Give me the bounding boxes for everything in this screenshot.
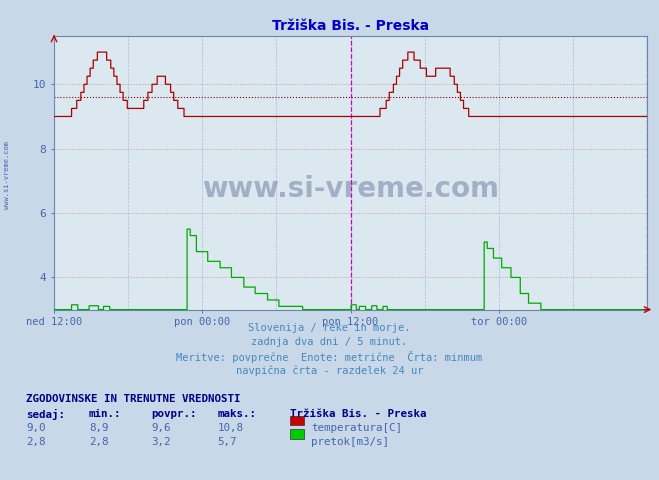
Text: sedaj:: sedaj: <box>26 409 65 420</box>
Text: 2,8: 2,8 <box>26 437 46 447</box>
Text: www.si-vreme.com: www.si-vreme.com <box>4 141 10 209</box>
Text: Tržiška Bis. - Preska: Tržiška Bis. - Preska <box>290 409 426 419</box>
Text: 2,8: 2,8 <box>89 437 109 447</box>
Text: navpična črta - razdelek 24 ur: navpična črta - razdelek 24 ur <box>236 366 423 376</box>
Text: 9,6: 9,6 <box>152 423 171 433</box>
Text: zadnja dva dni / 5 minut.: zadnja dva dni / 5 minut. <box>251 337 408 347</box>
Text: ZGODOVINSKE IN TRENUTNE VREDNOSTI: ZGODOVINSKE IN TRENUTNE VREDNOSTI <box>26 394 241 404</box>
Text: Slovenija / reke in morje.: Slovenija / reke in morje. <box>248 323 411 333</box>
Text: povpr.:: povpr.: <box>152 409 197 419</box>
Text: 3,2: 3,2 <box>152 437 171 447</box>
Text: 8,9: 8,9 <box>89 423 109 433</box>
Text: 9,0: 9,0 <box>26 423 46 433</box>
Text: pretok[m3/s]: pretok[m3/s] <box>311 437 389 447</box>
Title: Tržiška Bis. - Preska: Tržiška Bis. - Preska <box>272 20 429 34</box>
Text: www.si-vreme.com: www.si-vreme.com <box>202 175 499 203</box>
Text: 5,7: 5,7 <box>217 437 237 447</box>
Text: Meritve: povprečne  Enote: metrične  Črta: minmum: Meritve: povprečne Enote: metrične Črta:… <box>177 351 482 363</box>
Text: min.:: min.: <box>89 409 121 419</box>
Text: temperatura[C]: temperatura[C] <box>311 423 402 433</box>
Text: maks.:: maks.: <box>217 409 256 419</box>
Text: 10,8: 10,8 <box>217 423 243 433</box>
